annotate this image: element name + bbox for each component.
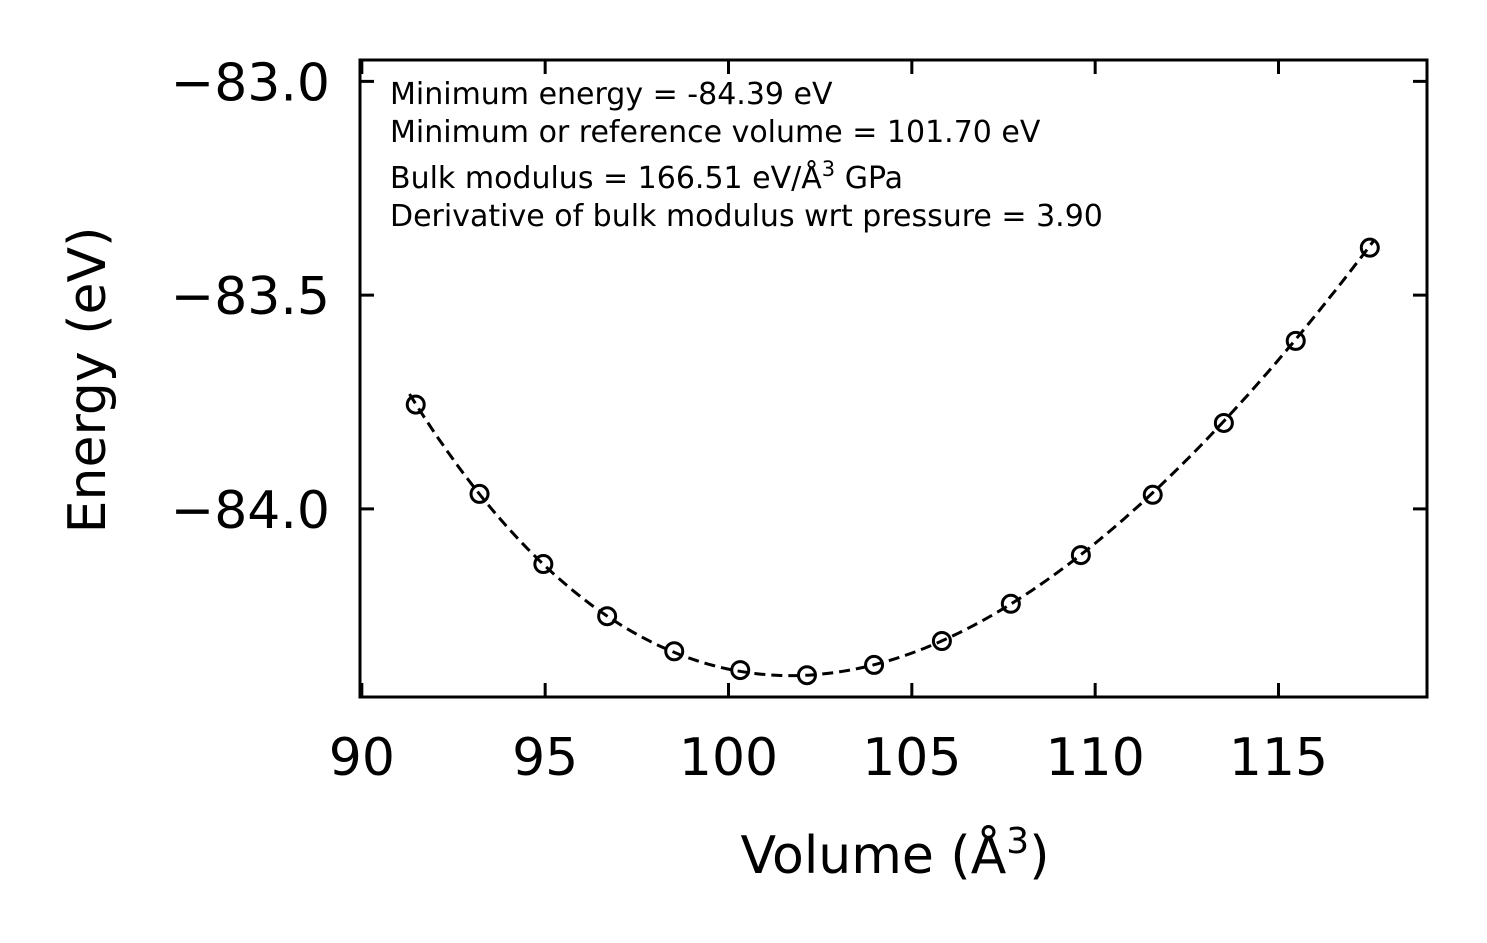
x-tick-label: 100 bbox=[679, 728, 778, 788]
data-point bbox=[796, 665, 817, 686]
data-point bbox=[931, 630, 952, 651]
x-tick-label: 115 bbox=[1229, 728, 1328, 788]
x-tick-label: 95 bbox=[512, 728, 578, 788]
data-points bbox=[405, 237, 1380, 686]
plot-frame bbox=[358, 58, 1429, 699]
annotation-min-volume: Minimum or reference volume = 101.70 eV bbox=[390, 115, 1041, 150]
data-point bbox=[469, 483, 490, 504]
data-point bbox=[1142, 484, 1163, 505]
data-point bbox=[1070, 545, 1091, 566]
ticks bbox=[360, 60, 1427, 697]
x-tick-label: 105 bbox=[862, 728, 961, 788]
data-point bbox=[1285, 330, 1306, 351]
data-point bbox=[597, 606, 618, 627]
tick-labels: 90 95 100 105 110 115 −83.0 −83.5 −84.0 bbox=[171, 53, 1328, 788]
y-tick-label: −83.0 bbox=[171, 53, 330, 113]
y-tick-label: −83.5 bbox=[171, 267, 330, 327]
data-point bbox=[1000, 593, 1021, 614]
annotation-bulk-modulus-derivative: Derivative of bulk modulus wrt pressure … bbox=[390, 199, 1103, 234]
x-tick-label: 90 bbox=[329, 728, 395, 788]
data-point bbox=[1213, 412, 1234, 433]
y-axis-label: Energy (eV) bbox=[58, 227, 118, 534]
data-point bbox=[664, 641, 685, 662]
y-tick-label: −84.0 bbox=[171, 481, 330, 541]
data-point bbox=[533, 554, 554, 575]
annotation-min-energy: Minimum energy = -84.39 eV bbox=[390, 77, 833, 112]
data-point bbox=[864, 654, 885, 675]
data-point bbox=[730, 660, 751, 681]
annotation-box: Minimum energy = -84.39 eV Minimum or re… bbox=[390, 77, 1103, 234]
data-point bbox=[1359, 237, 1380, 258]
fit-curve bbox=[408, 239, 1375, 678]
x-tick-label: 110 bbox=[1046, 728, 1145, 788]
data-point bbox=[405, 394, 426, 415]
x-axis-label: Volume (Å3) bbox=[741, 821, 1050, 886]
annotation-bulk-modulus: Bulk modulus = 166.51 eV/Å3 GPa bbox=[390, 157, 903, 196]
